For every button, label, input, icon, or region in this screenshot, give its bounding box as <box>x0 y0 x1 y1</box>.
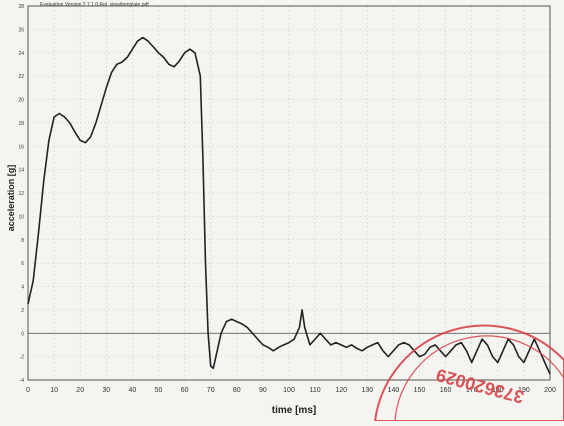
x-tick-label: 120 <box>335 387 347 394</box>
x-tick-label: 40 <box>129 387 137 394</box>
x-tick-label: 60 <box>181 387 189 394</box>
x-tick-label: 70 <box>207 387 215 394</box>
red-stamp: 373620029 <box>373 324 564 422</box>
y-tick-label: 16 <box>18 144 24 150</box>
x-tick-label: 160 <box>440 387 452 394</box>
y-tick-label: 8 <box>21 238 24 244</box>
y-tick-label: 28 <box>18 4 24 10</box>
stamp-inner-ring <box>394 335 564 422</box>
y-axis-label: acceleration [g] <box>6 165 16 232</box>
x-tick-label: 180 <box>492 387 504 394</box>
y-tick-label: 4 <box>21 285 24 291</box>
y-tick-label: 24 <box>18 51 24 57</box>
x-tick-label: 140 <box>388 387 400 394</box>
y-tick-label: 22 <box>18 74 24 80</box>
x-tick-label: 50 <box>155 387 163 394</box>
y-tick-label: 6 <box>21 261 24 267</box>
x-tick-label: 20 <box>76 387 84 394</box>
line-series <box>27 36 551 375</box>
y-tick-label: 0 <box>21 331 24 337</box>
x-tick-label: 90 <box>259 387 267 394</box>
x-tick-label: 110 <box>310 387 321 394</box>
y-tick-label: 2 <box>21 308 24 314</box>
x-tick-label: 130 <box>361 387 373 394</box>
stamp-outer-ring <box>373 324 564 422</box>
x-tick-label: 0 <box>26 387 30 394</box>
y-tick-label: 26 <box>18 27 24 33</box>
x-tick-label: 170 <box>466 387 478 394</box>
y-tick-label: 14 <box>18 168 24 174</box>
x-tick-label: 190 <box>518 387 530 394</box>
grid <box>27 5 551 381</box>
x-tick-label: 100 <box>283 387 295 394</box>
y-tick-label: 10 <box>18 214 24 220</box>
x-tick-label: 30 <box>102 387 110 394</box>
stamp-number: 373620029 <box>434 365 526 408</box>
series-line <box>27 36 551 375</box>
y-tick-label: -4 <box>20 378 25 384</box>
header-caption: Evaluation Version 2.7.1.0 Rel. view/tem… <box>40 2 149 8</box>
plot-frame <box>27 5 551 381</box>
y-tick-label: 18 <box>18 121 24 127</box>
x-axis-label: time [ms] <box>272 405 316 416</box>
y-tick-label: 20 <box>18 98 24 104</box>
x-tick-label: 10 <box>50 387 58 394</box>
x-tick-label: 200 <box>544 387 556 394</box>
x-axis-ticks: 0 10 20 30 40 50 60 70 80 90 100 110 120 130 140 150 160… <box>26 387 556 394</box>
x-tick-label: 80 <box>233 387 241 394</box>
x-tick-label: 150 <box>414 387 426 394</box>
y-tick-label: -2 <box>20 355 25 361</box>
y-tick-label: 12 <box>18 191 24 197</box>
